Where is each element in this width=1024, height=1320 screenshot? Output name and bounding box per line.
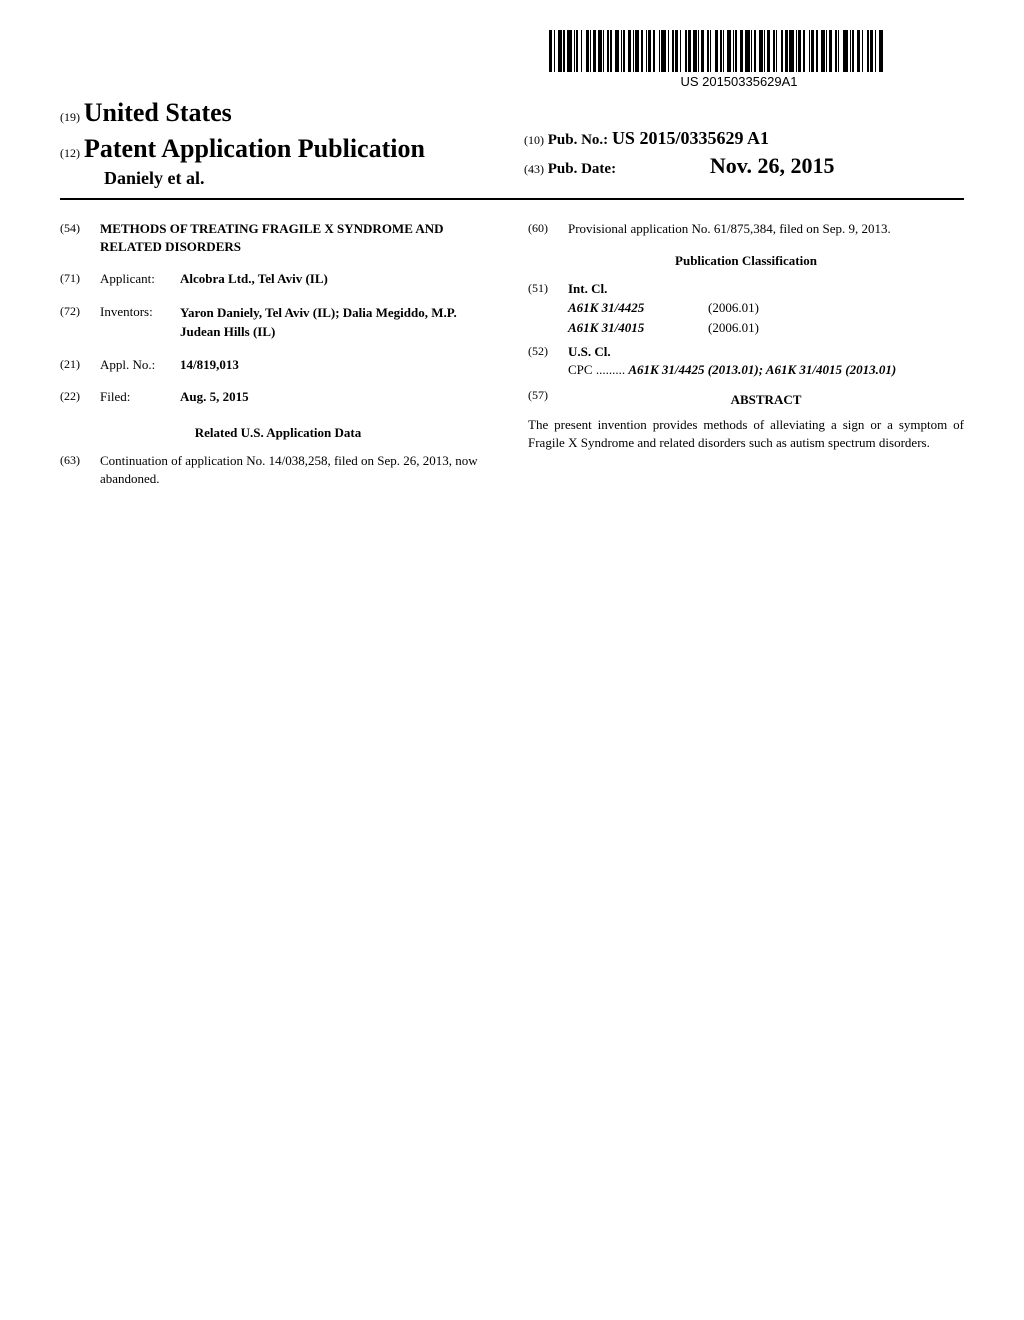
pub-no-value: US 2015/0335629 A1	[612, 128, 769, 148]
field-52-num: (52)	[528, 343, 568, 379]
field-21-num: (21)	[60, 356, 100, 374]
field-51: (51) Int. Cl. A61K 31/4425 (2006.01) A61…	[528, 280, 964, 339]
field-63-num: (63)	[60, 452, 100, 488]
pub-date-line: (43) Pub. Date: Nov. 26, 2015	[524, 153, 964, 179]
cpc-label: CPC .........	[568, 362, 625, 377]
int-cl-label-text: Int. Cl.	[568, 281, 607, 296]
field-21: (21) Appl. No.: 14/819,013	[60, 356, 496, 374]
cpc-line: CPC ......... A61K 31/4425 (2013.01); A6…	[568, 361, 964, 379]
field-72: (72) Inventors: Yaron Daniely, Tel Aviv …	[60, 303, 496, 342]
int-cl-label: Int. Cl.	[568, 280, 964, 298]
right-column: (60) Provisional application No. 61/875,…	[528, 220, 964, 503]
header-divider	[60, 198, 964, 200]
pub-no-label: Pub. No.:	[548, 132, 608, 148]
doc-type: Patent Application Publication	[84, 134, 425, 163]
barcode-block: US 20150335629A1	[549, 30, 929, 89]
field-22-num: (22)	[60, 388, 100, 406]
field-12-num: (12)	[60, 146, 80, 160]
int-cl-row-0: A61K 31/4425 (2006.01)	[568, 299, 964, 317]
pub-no-line: (10) Pub. No.: US 2015/0335629 A1	[524, 128, 964, 149]
field-71-num: (71)	[60, 270, 100, 288]
cpc-value: A61K 31/4425 (2013.01); A61K 31/4015 (20…	[628, 362, 896, 377]
int-cl-year-0: (2006.01)	[708, 299, 964, 317]
inventors-label: Inventors:	[100, 303, 180, 342]
country-name: United States	[84, 98, 232, 127]
continuation-text: Continuation of application No. 14/038,2…	[100, 452, 496, 488]
content-area: (54) METHODS OF TREATING FRAGILE X SYNDR…	[60, 220, 964, 503]
field-60-num: (60)	[528, 220, 568, 238]
int-cl-year-1: (2006.01)	[708, 319, 964, 337]
barcode-text: US 20150335629A1	[549, 74, 929, 89]
field-10-num: (10)	[524, 133, 544, 147]
field-54: (54) METHODS OF TREATING FRAGILE X SYNDR…	[60, 220, 496, 256]
int-cl-row-1: A61K 31/4015 (2006.01)	[568, 319, 964, 337]
pub-class-header: Publication Classification	[528, 252, 964, 270]
field-51-num: (51)	[528, 280, 568, 339]
us-cl-label-text: U.S. Cl.	[568, 344, 611, 359]
applicant-value: Alcobra Ltd., Tel Aviv (IL)	[180, 270, 496, 288]
header-line-19: (19) United States	[60, 98, 425, 128]
field-43-num: (43)	[524, 162, 544, 176]
header-left: (19) United States (12) Patent Applicati…	[60, 98, 425, 189]
applicant-name: Alcobra Ltd., Tel Aviv (IL)	[180, 271, 328, 286]
cpc-codes: A61K 31/4425 (2013.01); A61K 31/4015 (20…	[628, 362, 896, 377]
field-54-num: (54)	[60, 220, 100, 256]
field-22: (22) Filed: Aug. 5, 2015	[60, 388, 496, 406]
inventors-names: Yaron Daniely, Tel Aviv (IL); Dalia Megi…	[180, 305, 457, 340]
us-cl-label: U.S. Cl.	[568, 343, 964, 361]
abstract-block: ABSTRACT	[568, 387, 964, 415]
appl-no: 14/819,013	[180, 357, 239, 372]
int-cl-code-0: A61K 31/4425	[568, 299, 708, 317]
field-63: (63) Continuation of application No. 14/…	[60, 452, 496, 488]
field-52: (52) U.S. Cl. CPC ......... A61K 31/4425…	[528, 343, 964, 379]
provisional-text: Provisional application No. 61/875,384, …	[568, 220, 964, 238]
field-57: (57) ABSTRACT	[528, 387, 964, 415]
related-app-header: Related U.S. Application Data	[60, 424, 496, 442]
header-right: (10) Pub. No.: US 2015/0335629 A1 (43) P…	[524, 128, 964, 179]
barcode-graphic	[549, 30, 929, 72]
field-57-num: (57)	[528, 387, 568, 415]
int-cl-code-1: A61K 31/4015	[568, 319, 708, 337]
abstract-header: ABSTRACT	[568, 391, 964, 409]
header-line-12: (12) Patent Application Publication	[60, 134, 425, 164]
pub-date-value: Nov. 26, 2015	[710, 153, 835, 178]
left-column: (54) METHODS OF TREATING FRAGILE X SYNDR…	[60, 220, 496, 503]
field-60: (60) Provisional application No. 61/875,…	[528, 220, 964, 238]
us-cl-block: U.S. Cl. CPC ......... A61K 31/4425 (201…	[568, 343, 964, 379]
authors: Daniely et al.	[104, 168, 425, 189]
field-71: (71) Applicant: Alcobra Ltd., Tel Aviv (…	[60, 270, 496, 288]
applicant-label: Applicant:	[100, 270, 180, 288]
appl-no-value: 14/819,013	[180, 356, 496, 374]
appl-no-label: Appl. No.:	[100, 356, 180, 374]
filed-date: Aug. 5, 2015	[180, 389, 249, 404]
field-19-num: (19)	[60, 110, 80, 124]
pub-date-label: Pub. Date:	[548, 161, 616, 177]
abstract-text: The present invention provides methods o…	[528, 416, 964, 452]
int-cl-block: Int. Cl. A61K 31/4425 (2006.01) A61K 31/…	[568, 280, 964, 339]
inventors-value: Yaron Daniely, Tel Aviv (IL); Dalia Megi…	[180, 303, 496, 342]
filed-value: Aug. 5, 2015	[180, 388, 496, 406]
field-72-num: (72)	[60, 303, 100, 342]
filed-label: Filed:	[100, 388, 180, 406]
invention-title: METHODS OF TREATING FRAGILE X SYNDROME A…	[100, 220, 496, 256]
